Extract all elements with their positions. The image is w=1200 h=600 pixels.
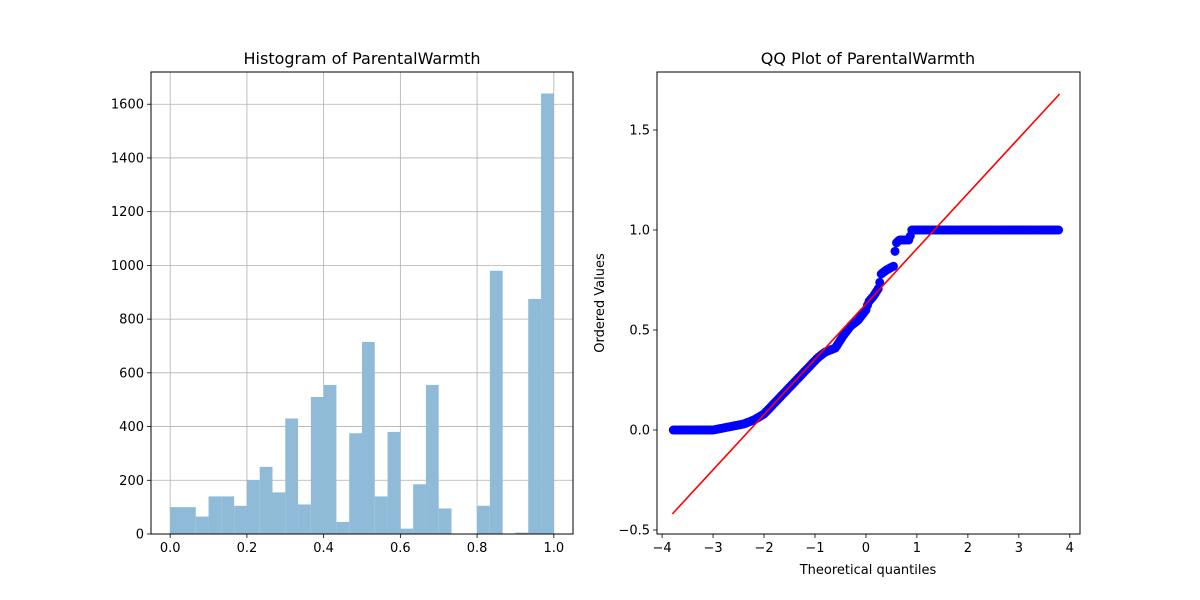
qq-y-tick-label: −0.5 [618, 524, 650, 539]
qq-point [888, 261, 898, 271]
qq-y-axis-label: Ordered Values [593, 253, 608, 353]
qq-x-tick-label: −1 [805, 541, 824, 556]
histogram-panel: 0.0 0.2 0.4 0.6 0.8 1.0 0 200 400 600 800 1000 1200… [111, 49, 574, 556]
histogram-bar [400, 528, 414, 534]
histogram-y-tick-label: 0 [136, 528, 144, 543]
histogram-bar [515, 532, 529, 534]
histogram-bar [438, 508, 452, 534]
qq-x-tick-label: 0 [862, 541, 870, 556]
histogram-bars [170, 93, 554, 534]
qq-point [875, 277, 885, 287]
qq-axes-frame [656, 71, 1081, 535]
histogram-bar [182, 507, 196, 534]
histogram-bar [349, 433, 362, 534]
qq-point [1054, 225, 1064, 235]
qq-x-tick-label: −3 [703, 541, 722, 556]
histogram-bar [259, 466, 273, 534]
histogram-bar [170, 507, 183, 534]
histogram-x-tick-label: 0.8 [467, 541, 488, 556]
qq-x-tick-label: 3 [1015, 541, 1023, 556]
histogram-bar [234, 505, 247, 534]
histogram-bar [272, 492, 286, 534]
histogram-title: Histogram of ParentalWarmth [244, 49, 481, 68]
qq-x-tick-label: 2 [964, 541, 972, 556]
qq-x-axis-label: Theoretical quantiles [799, 563, 937, 578]
histogram-y-tick-label: 200 [119, 474, 144, 489]
histogram-bar [323, 384, 337, 534]
qq-fit-line [671, 93, 1061, 515]
histogram-bar [387, 431, 401, 534]
histogram-y-ticks: 0 200 400 600 800 1000 1200 1400 1600 [111, 98, 151, 543]
qq-title: QQ Plot of ParentalWarmth [761, 49, 975, 68]
histogram-bar [528, 298, 542, 534]
histogram-bar [298, 504, 311, 534]
histogram-y-tick-label: 1400 [111, 151, 144, 166]
histogram-bar [208, 496, 222, 534]
histogram-bar [285, 418, 299, 534]
histogram-x-tick-label: 0.6 [390, 541, 411, 556]
histogram-bar [195, 516, 209, 534]
qq-x-ticks: −4 −3 −2 −1 0 1 2 3 4 [653, 534, 1074, 556]
qq-plot-panel: −4 −3 −2 −1 0 1 2 3 4 −0.5 0.0 0.5 1.0 1.5 QQ Plot o… [593, 49, 1081, 578]
histogram-y-tick-label: 400 [119, 420, 144, 435]
histogram-y-tick-label: 600 [119, 366, 144, 381]
qq-y-tick-label: 1.5 [629, 124, 650, 139]
qq-y-tick-label: 0.5 [629, 324, 650, 339]
qq-y-tick-label: 1.0 [629, 224, 650, 239]
qq-x-tick-label: −2 [754, 541, 773, 556]
histogram-bar [336, 521, 350, 534]
histogram-axes-frame [150, 71, 574, 535]
histogram-y-tick-label: 1600 [111, 98, 144, 113]
histogram-x-tick-label: 0.4 [313, 541, 334, 556]
histogram-bar [541, 93, 554, 534]
histogram-x-tick-label: 0.2 [237, 541, 258, 556]
qq-y-tick-label: 0.0 [629, 424, 650, 439]
histogram-x-ticks: 0.0 0.2 0.4 0.6 0.8 1.0 [160, 534, 564, 556]
qq-y-ticks: −0.5 0.0 0.5 1.0 1.5 [618, 124, 657, 539]
histogram-x-tick-label: 1.0 [543, 541, 564, 556]
histogram-y-tick-label: 1200 [111, 205, 144, 220]
histogram-bar [221, 496, 235, 534]
qq-point [890, 246, 900, 256]
histogram-bar [310, 397, 324, 534]
histogram-y-tick-label: 1000 [111, 259, 144, 274]
histogram-bar [246, 480, 260, 534]
histogram-bar [362, 341, 375, 534]
histogram-bar [489, 270, 503, 534]
qq-x-tick-label: −4 [653, 541, 672, 556]
histogram-x-tick-label: 0.0 [160, 541, 181, 556]
histogram-bar [477, 505, 490, 534]
qq-x-tick-label: 1 [913, 541, 921, 556]
histogram-y-tick-label: 800 [119, 313, 144, 328]
qq-x-tick-label: 4 [1066, 541, 1074, 556]
histogram-bar [413, 484, 426, 534]
histogram-bar [425, 384, 439, 534]
histogram-bar [374, 496, 388, 534]
